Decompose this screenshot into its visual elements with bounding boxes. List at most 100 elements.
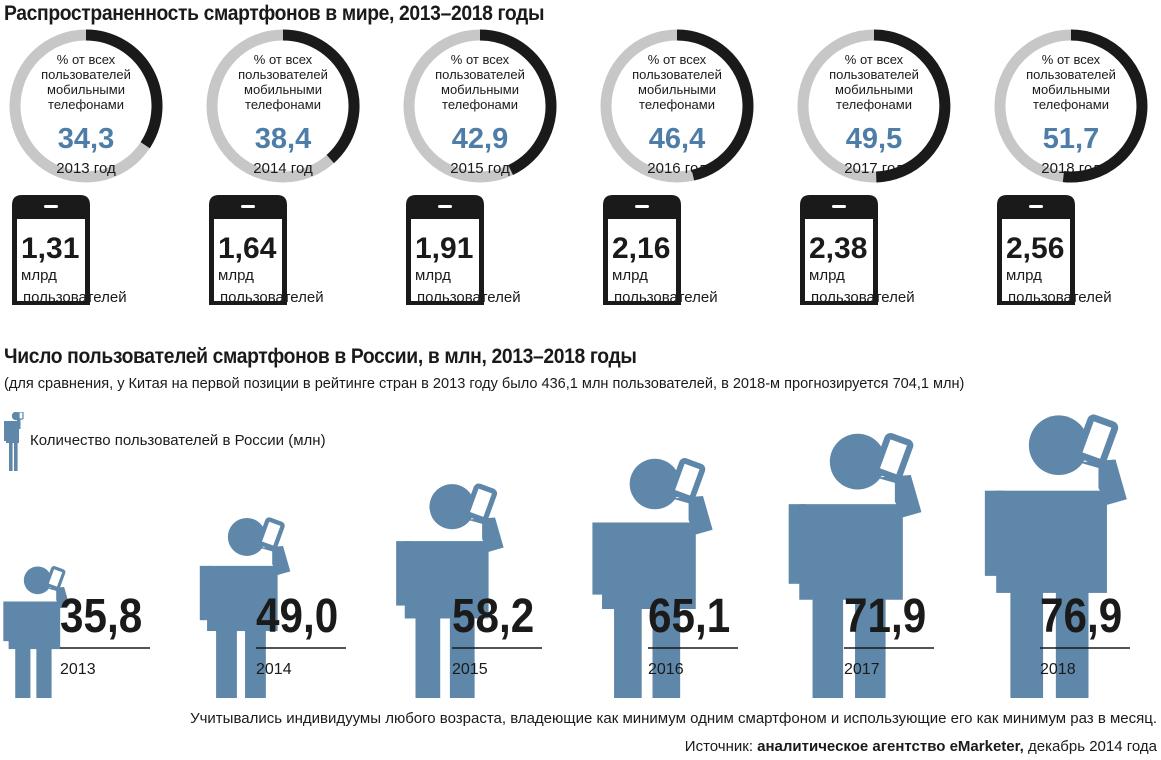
ring-caption: телефонами <box>48 97 124 112</box>
phone-screen <box>805 219 873 301</box>
year-label: 2018 <box>1040 661 1076 678</box>
arm <box>671 496 713 535</box>
arm <box>1078 459 1127 505</box>
percent-label: 46,4 <box>649 123 705 155</box>
torso <box>207 565 278 632</box>
users-label: пользователей <box>220 289 324 306</box>
leg <box>1010 590 1044 698</box>
leg <box>36 647 52 698</box>
ring-caption: % от всех <box>1042 52 1101 67</box>
ring-caption: телефонами <box>639 97 715 112</box>
ring-caption: % от всех <box>57 52 116 67</box>
ring-caption: мобильными <box>1032 82 1110 97</box>
phone-speaker <box>438 205 452 208</box>
ring-arc <box>479 29 557 176</box>
users-value: 2,16 <box>612 232 670 265</box>
arm <box>3 601 12 642</box>
year-label: 2014 <box>256 661 292 678</box>
world-chart-title: Распространенность смартфонов в мире, 20… <box>4 2 545 25</box>
ring-group: % от всех пользователей мобильнымителефона… <box>206 29 360 306</box>
users-unit: млрд <box>21 267 57 284</box>
ring-caption: пользователей <box>41 67 131 82</box>
users-unit: млрд <box>809 267 845 284</box>
source-line: Источник: аналитическое агентство eMarke… <box>685 738 1157 755</box>
source-name: аналитическое агентство eMarketer, <box>757 738 1024 755</box>
figure-group: 35,8 2013 <box>3 566 150 698</box>
value-label: 58,2 <box>452 588 534 642</box>
phone-screen <box>411 219 479 301</box>
users-value: 2,56 <box>1006 232 1064 265</box>
users-unit: млрд <box>218 267 254 284</box>
users-value: 2,38 <box>809 232 867 265</box>
phone-icon <box>873 432 914 481</box>
users-label: пользователей <box>1008 289 1112 306</box>
value-label: 65,1 <box>648 588 730 642</box>
leg <box>15 647 31 698</box>
russia-chart-subtitle: (для сравнения, у Китая на первой позици… <box>4 375 965 392</box>
phone-screen <box>17 219 85 301</box>
head <box>1028 415 1089 476</box>
year-label: 2017 год <box>844 160 904 177</box>
users-unit: млрд <box>612 267 648 284</box>
users-unit: млрд <box>415 267 451 284</box>
users-value: 1,64 <box>218 232 277 265</box>
value-label: 76,9 <box>1040 588 1122 642</box>
percent-label: 42,9 <box>452 123 508 155</box>
phone-screen <box>608 219 676 301</box>
torso <box>799 504 903 600</box>
phone-icon <box>257 517 285 550</box>
year-label: 2017 <box>844 661 880 678</box>
ring-arc <box>1062 29 1148 183</box>
ring-caption: мобильными <box>47 82 125 97</box>
ring-caption: мобильными <box>835 82 913 97</box>
figure-group: 65,1 2016 <box>592 458 738 698</box>
ring-caption: мобильными <box>638 82 716 97</box>
figure-group: 58,2 2015 <box>396 483 542 698</box>
ring-group: % от всехпользователеймобильнымителефона… <box>600 29 754 306</box>
leg <box>449 616 475 698</box>
leg <box>245 629 266 698</box>
users-label: пользователей <box>614 289 718 306</box>
torso <box>404 541 489 619</box>
ring-group: % от всехпользователеймобильнымителефона… <box>797 29 951 306</box>
torso <box>8 601 61 650</box>
world-smartphone-chart: % от всехпользователеймобильнымителефона… <box>9 29 1148 306</box>
russia-chart-title: Число пользователей смартфонов в России,… <box>4 345 637 368</box>
arm <box>876 474 922 518</box>
head <box>829 433 886 490</box>
value-label: 49,0 <box>256 588 338 642</box>
ring-caption: телефонами <box>442 97 518 112</box>
russia-smartphone-chart: 35,8 2013 49,0 2014 58,2 2015 65,1 2016 71,9 2017… <box>3 414 1130 698</box>
users-label: пользователей <box>23 289 127 306</box>
ring-caption: мобильными <box>244 82 322 97</box>
figure-group: 76,9 2018 <box>984 414 1130 698</box>
head <box>629 458 681 510</box>
users-label: пользователей <box>417 289 521 306</box>
legend-label: Количество пользователей в России (млн) <box>30 432 326 449</box>
arm <box>199 565 212 621</box>
leg <box>415 616 441 698</box>
person-phone-legend-icon <box>4 411 24 471</box>
leg <box>614 606 642 698</box>
phone-speaker <box>635 205 649 208</box>
ring-caption: пользователей <box>632 67 722 82</box>
year-label: 2013 <box>60 661 96 678</box>
arm <box>46 586 70 609</box>
year-label: 2015 <box>452 661 488 678</box>
leg <box>812 597 844 698</box>
ring-caption: мобильными <box>441 82 519 97</box>
ring-caption: % от всех <box>648 52 707 67</box>
ring-caption: пользователей <box>1026 67 1116 82</box>
torso <box>602 522 696 610</box>
ring-caption: % от всех <box>254 52 313 67</box>
ring-caption: телефонами <box>245 97 321 112</box>
ring-arc <box>873 29 951 183</box>
footnote: Учитывались индивидуумы любого возраста,… <box>190 710 1157 727</box>
figure-group: 71,9 2017 <box>788 432 934 698</box>
ring-arc <box>282 29 360 164</box>
leg <box>1055 590 1089 698</box>
leg <box>652 606 681 698</box>
users-value: 1,31 <box>21 232 79 265</box>
percent-label: 51,7 <box>1043 123 1099 155</box>
phone-speaker <box>1029 205 1043 208</box>
